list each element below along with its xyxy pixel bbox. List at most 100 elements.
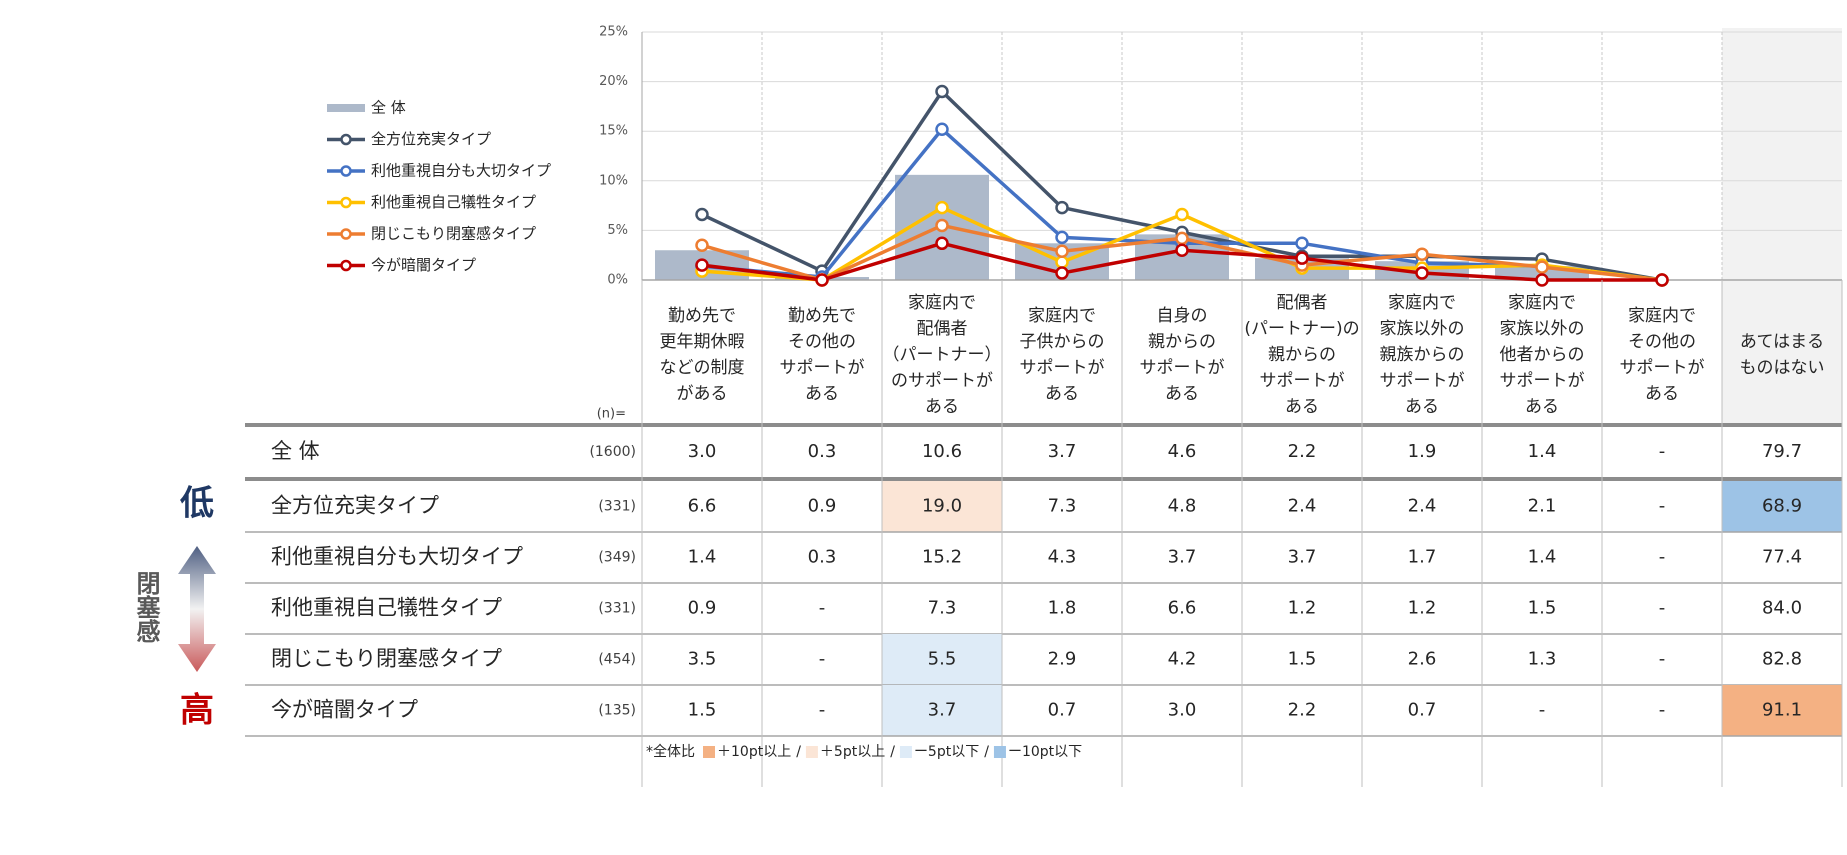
legend-label: 利他重視自分も大切タイプ xyxy=(371,162,551,180)
table-cell: 7.3 xyxy=(928,598,957,619)
y-tick-label: 0% xyxy=(607,273,628,288)
column-header: 家庭内で xyxy=(908,293,976,313)
footnote-swatch xyxy=(993,746,1006,758)
table-cell: 7.3 xyxy=(1048,496,1077,517)
column-header: サポートが xyxy=(1020,358,1105,378)
scale-label: 閉塞感 xyxy=(132,571,160,643)
footnote-separator: / xyxy=(890,744,895,760)
series-marker xyxy=(1295,251,1309,265)
column-header: 他者からの xyxy=(1500,345,1585,365)
table-cell: 2.6 xyxy=(1408,649,1437,670)
series-marker xyxy=(935,84,949,99)
y-tick-label: 20% xyxy=(599,74,628,89)
table-cell: 6.6 xyxy=(1168,598,1197,619)
table-cell: 5.5 xyxy=(928,649,957,670)
table-cell: - xyxy=(1659,496,1666,517)
table-cell: 1.5 xyxy=(1288,649,1317,670)
column-header: サポートが xyxy=(1260,371,1345,391)
legend-swatch xyxy=(327,104,365,112)
row-label: 利他重視自分も大切タイプ xyxy=(271,545,523,569)
table-cell: - xyxy=(1659,598,1666,619)
column-header: サポートが xyxy=(780,358,865,378)
table-cell: 0.9 xyxy=(808,496,837,517)
table-cell: 2.2 xyxy=(1288,441,1317,462)
table-cell: 2.4 xyxy=(1288,496,1317,517)
table-cell: 2.1 xyxy=(1528,496,1557,517)
table-cell: 1.9 xyxy=(1408,441,1437,462)
table-cell: - xyxy=(1659,649,1666,670)
series-marker xyxy=(1055,244,1069,258)
footnote-separator: / xyxy=(984,744,989,760)
row-n: (349) xyxy=(598,550,636,566)
table-cell: 1.4 xyxy=(1528,441,1557,462)
series-marker xyxy=(1055,230,1069,245)
column-header: 配偶者 xyxy=(917,319,968,339)
table-cell: 3.0 xyxy=(688,441,717,462)
column-header: がある xyxy=(677,384,728,404)
legend-label: 閉じこもり閉塞感タイプ xyxy=(371,225,536,243)
column-header: 自身の xyxy=(1157,306,1208,326)
table-cell: 4.3 xyxy=(1048,547,1077,568)
table-cell: 68.9 xyxy=(1762,496,1802,517)
table-cell: - xyxy=(1659,441,1666,462)
column-header: サポートが xyxy=(1620,358,1705,378)
table-cell: 1.5 xyxy=(1528,598,1557,619)
legend-marker xyxy=(340,133,352,146)
row-label: 全 体 xyxy=(271,439,320,463)
row-n: (1600) xyxy=(589,444,636,460)
column-header: 親からの xyxy=(1148,332,1216,352)
cell-highlight xyxy=(1722,481,1842,532)
series-marker xyxy=(815,273,829,287)
column-header: 家庭内で xyxy=(1028,306,1096,326)
column-header: ある xyxy=(925,397,959,417)
table-cell: 0.9 xyxy=(688,598,717,619)
cell-highlight xyxy=(1722,685,1842,736)
table-cell: 19.0 xyxy=(922,496,962,517)
column-header: その他の xyxy=(1628,332,1696,352)
legend-marker xyxy=(340,228,352,240)
row-label: 利他重視自己犠牲タイプ xyxy=(271,596,502,620)
series-marker xyxy=(1415,247,1429,261)
table-cell: 3.5 xyxy=(688,649,717,670)
table-cell: 3.7 xyxy=(928,700,957,721)
column-header: サポートが xyxy=(1380,371,1465,391)
column-header: などの制度 xyxy=(660,358,745,378)
series-marker xyxy=(1295,236,1309,251)
column-header: ある xyxy=(805,384,839,404)
column-header: （パートナー） xyxy=(883,345,1002,365)
table-cell: 79.7 xyxy=(1762,441,1802,462)
row-label: 全方位充実タイプ xyxy=(271,494,439,518)
table-cell: - xyxy=(1659,700,1666,721)
table-cell: 4.6 xyxy=(1168,441,1197,462)
column-header: 家族以外の xyxy=(1380,319,1465,339)
footnote-label: ＋10pt以上 xyxy=(717,744,791,760)
column-header: サポートが xyxy=(1140,358,1225,378)
series-marker xyxy=(1055,200,1069,215)
table-cell: 6.6 xyxy=(688,496,717,517)
table-cell: 82.8 xyxy=(1762,649,1802,670)
table-cell: 0.7 xyxy=(1048,700,1077,721)
table-cell: 2.9 xyxy=(1048,649,1077,670)
table-cell: 1.7 xyxy=(1408,547,1437,568)
table-cell: 0.7 xyxy=(1408,700,1437,721)
footnote-label: ー5pt以下 xyxy=(914,744,979,760)
table-cell: 84.0 xyxy=(1762,598,1802,619)
table-cell: 2.4 xyxy=(1408,496,1437,517)
cell-highlight xyxy=(882,634,1002,685)
table-cell: 1.4 xyxy=(688,547,717,568)
series-marker xyxy=(1535,260,1549,274)
table-cell: 3.7 xyxy=(1048,441,1077,462)
scale-low: 低 xyxy=(180,484,214,524)
row-n: (331) xyxy=(598,499,636,515)
series-marker xyxy=(1055,266,1069,280)
series-marker xyxy=(935,200,949,215)
series-marker xyxy=(1415,266,1429,280)
table-cell: 15.2 xyxy=(922,547,962,568)
table-cell: 10.6 xyxy=(922,441,962,462)
table-cell: 0.3 xyxy=(808,547,837,568)
row-label: 今が暗闇タイプ xyxy=(271,698,418,722)
series-marker xyxy=(1175,207,1189,222)
column-header: ある xyxy=(1645,384,1679,404)
row-n: (331) xyxy=(598,601,636,617)
scale-arrow xyxy=(178,546,216,672)
